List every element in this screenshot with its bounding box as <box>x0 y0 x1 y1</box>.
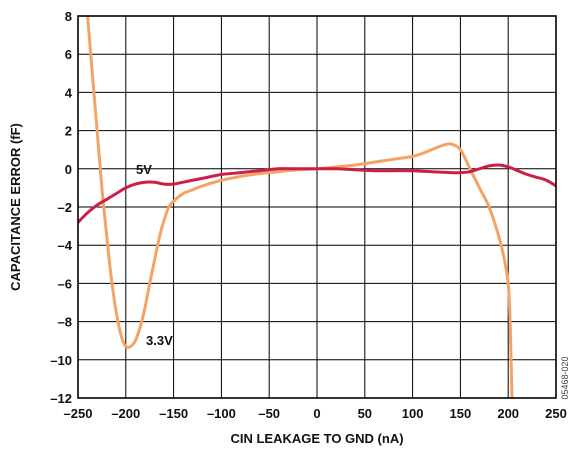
series-label-3-3v: 3.3V <box>146 333 173 348</box>
x-tick-label: –100 <box>207 406 236 421</box>
plot-frame <box>77 15 557 399</box>
series-line-3-3v <box>86 16 514 398</box>
series-layer <box>78 16 556 398</box>
x-tick-label: –50 <box>258 406 280 421</box>
y-tick-label: –6 <box>58 276 72 291</box>
x-tick-label: 200 <box>497 406 519 421</box>
x-tick-label: 100 <box>402 406 424 421</box>
y-tick-label: –10 <box>50 353 72 368</box>
x-tick-label: –250 <box>64 406 93 421</box>
y-tick-labels: –12 –10 –8 –6 –4 –2 0 2 4 6 8 <box>50 9 72 406</box>
y-axis-title: CAPACITANCE ERROR (fF) <box>8 123 23 291</box>
x-tick-labels: –250 –200 –150 –100 –50 0 50 100 150 200 250 <box>64 406 567 421</box>
figure-id: 05468-020 <box>560 356 570 399</box>
series-label-5v: 5V <box>136 162 152 177</box>
y-tick-label: 4 <box>65 85 73 100</box>
y-tick-label: –8 <box>58 315 72 330</box>
x-tick-label: 50 <box>358 406 372 421</box>
y-tick-label: 6 <box>65 47 72 62</box>
x-tick-label: 250 <box>545 406 567 421</box>
x-tick-label: 0 <box>313 406 320 421</box>
y-tick-label: 0 <box>65 162 72 177</box>
y-tick-label: –4 <box>58 238 73 253</box>
y-tick-label: –12 <box>50 391 72 406</box>
x-tick-label: –150 <box>159 406 188 421</box>
x-axis-title: CIN LEAKAGE TO GND (nA) <box>230 431 403 446</box>
y-tick-label: 2 <box>65 124 72 139</box>
y-tick-label: –2 <box>58 200 72 215</box>
x-tick-label: 150 <box>450 406 472 421</box>
x-tick-label: –200 <box>111 406 140 421</box>
series-line-5v <box>78 163 556 224</box>
y-tick-label: 8 <box>65 9 72 24</box>
